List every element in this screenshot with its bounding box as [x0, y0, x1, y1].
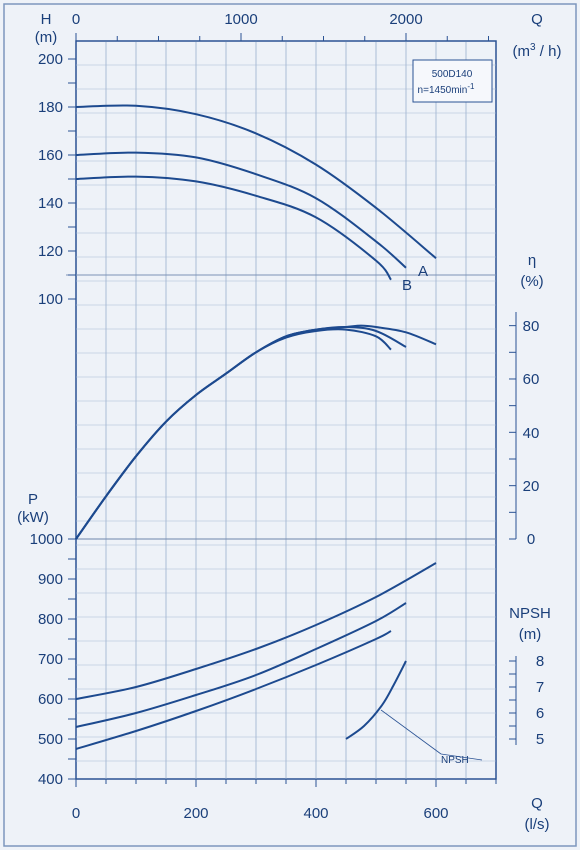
npsh-leader-line [380, 709, 442, 755]
efficiency-tick-60: 60 [523, 371, 540, 388]
power-curve-3 [75, 630, 392, 750]
bottom-q-tick-600: 600 [423, 805, 448, 822]
head-tick-140: 140 [38, 195, 63, 212]
bottom-q-tick-400: 400 [303, 805, 328, 822]
model-info-box [412, 59, 493, 103]
performance-curves [75, 104, 437, 750]
head-tick-200: 200 [38, 51, 63, 68]
efficiency-tick-20: 20 [523, 478, 540, 495]
model-speed-text: n=1450min [418, 85, 468, 96]
npsh-tick-8: 8 [536, 653, 544, 670]
bottom-q-axis-unit: (l/s) [525, 816, 550, 833]
head-tick-120: 120 [38, 243, 63, 260]
top-q-unit-pre: (m [513, 43, 531, 60]
npsh-tick-5: 5 [536, 731, 544, 748]
power-tick-800: 800 [38, 611, 63, 628]
model-name: 500D140 [432, 69, 473, 80]
npsh-tick-7: 7 [536, 679, 544, 696]
head-tick-180: 180 [38, 99, 63, 116]
efficiency-curve-3 [75, 328, 392, 540]
npsh-curve-label: NPSH [441, 755, 469, 766]
power-curve-2 [75, 602, 407, 728]
head-curve-1 [75, 104, 437, 259]
head-axis-label: H [41, 11, 52, 28]
top-q-unit-exp: 3 [530, 42, 536, 53]
efficiency-axis-unit: (%) [520, 273, 543, 290]
head-curve-label-b: B [402, 277, 412, 294]
top-q-unit-post: / h) [536, 43, 562, 60]
power-axis-label: P [28, 491, 38, 508]
npsh-leader-line-tail [440, 753, 483, 761]
efficiency-tick-80: 80 [523, 318, 540, 335]
power-curve-1 [75, 562, 437, 700]
top-q-tick-1000: 1000 [224, 11, 257, 28]
axis-ticks [68, 33, 517, 787]
bottom-q-axis-label: Q [531, 795, 543, 812]
npsh-axis-unit: (m) [519, 626, 542, 643]
power-tick-900: 900 [38, 571, 63, 588]
power-tick-600: 600 [38, 691, 63, 708]
head-curve-2 [75, 151, 407, 269]
top-q-axis-unit: (m3 / h) [513, 42, 562, 60]
power-tick-1000: 1000 [30, 531, 63, 548]
head-axis-unit: (m) [35, 29, 58, 46]
power-axis-unit: (kW) [17, 509, 49, 526]
power-tick-500: 500 [38, 731, 63, 748]
top-q-tick-0: 0 [72, 11, 80, 28]
head-curve-label-a: A [418, 263, 428, 280]
chart-outer-border [3, 3, 577, 847]
top-q-axis-label: Q [531, 11, 543, 28]
bottom-q-tick-200: 200 [183, 805, 208, 822]
bottom-q-tick-0: 0 [72, 805, 80, 822]
head-tick-160: 160 [38, 147, 63, 164]
efficiency-axis-label: η [528, 252, 536, 269]
grid-lines [66, 41, 496, 779]
head-curve-3 [75, 175, 392, 281]
top-q-tick-2000: 2000 [389, 11, 422, 28]
power-tick-700: 700 [38, 651, 63, 668]
power-tick-400: 400 [38, 771, 63, 788]
npsh-axis-label: NPSH [509, 605, 551, 622]
head-tick-100: 100 [38, 291, 63, 308]
npsh-curve [345, 660, 407, 740]
efficiency-tick-40: 40 [523, 425, 540, 442]
npsh-tick-6: 6 [536, 705, 544, 722]
model-speed: n=1450min-1 [418, 82, 475, 96]
efficiency-tick-0: 0 [527, 531, 535, 548]
model-speed-exp: -1 [467, 82, 475, 91]
